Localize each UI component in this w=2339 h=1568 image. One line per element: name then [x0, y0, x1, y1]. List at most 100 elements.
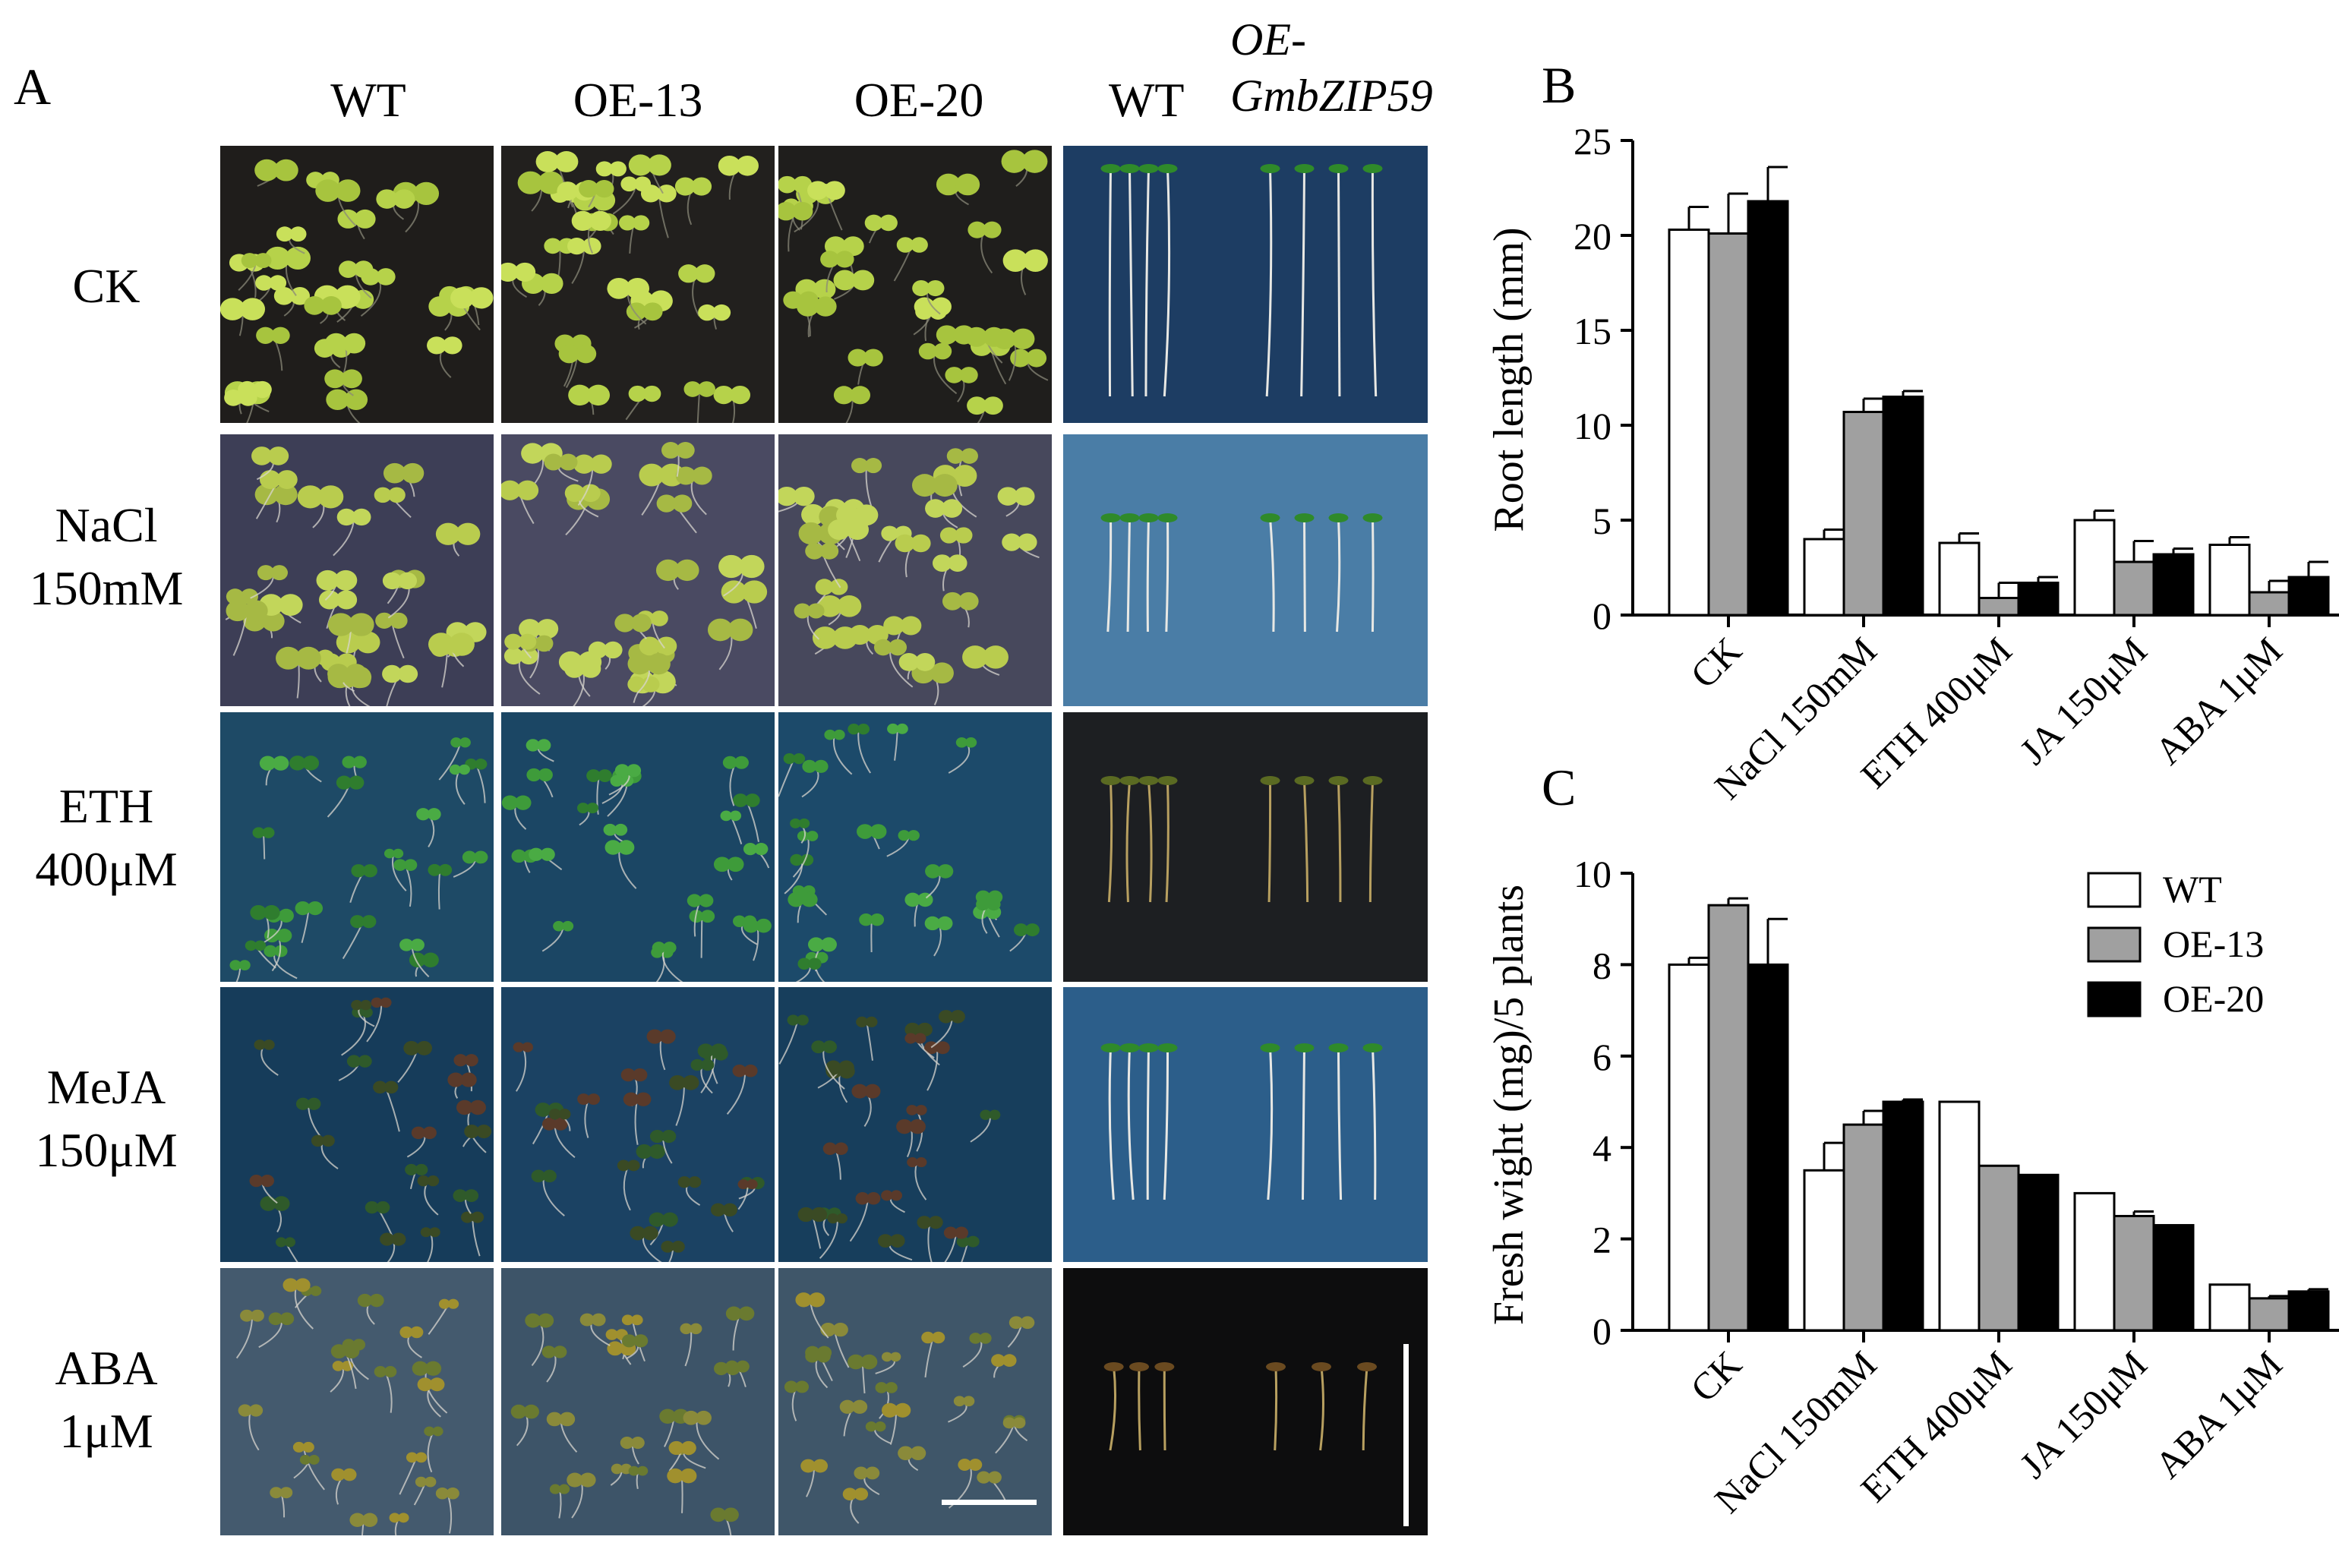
seedling-cotyledon [369, 1293, 384, 1308]
seedling-cotyledon [254, 1040, 266, 1050]
seedling-cotyledon [864, 458, 882, 474]
photo-ck-oe20 [778, 146, 1052, 423]
seedling-cotyledon [374, 487, 392, 503]
seedling-cotyledon [728, 618, 753, 642]
photo-content [510, 1306, 755, 1535]
seedling-leaf [1119, 1043, 1140, 1052]
seedling-cotyledon [661, 442, 680, 459]
seedling-cotyledon [523, 1404, 539, 1419]
seedling-cotyledon [360, 999, 372, 1011]
photo-content [1100, 164, 1383, 397]
seedling-cotyledon [278, 908, 294, 923]
seedling-cotyledon [836, 1213, 848, 1224]
seedling-stem [1144, 168, 1150, 397]
seedling-cotyledon [538, 171, 563, 194]
seedling-cotyledon [900, 616, 922, 636]
seedling-cotyledon [476, 1125, 492, 1139]
seedling-cotyledon [428, 633, 454, 656]
seedling-cotyledon [792, 201, 813, 221]
seedling-cotyledon [276, 470, 298, 489]
y-axis-label: Root length (mm) [1485, 227, 1533, 532]
seedling-cotyledon [723, 1507, 739, 1522]
seedling-leaf [1129, 1362, 1149, 1371]
seedling-cotyledon [432, 1426, 443, 1437]
seedling-cotyledon [1011, 328, 1035, 350]
seedling-cotyledon [1021, 150, 1048, 173]
seedling-cotyledon [567, 1472, 583, 1488]
seedling-cotyledon [410, 1326, 424, 1339]
seedling-stem [1125, 780, 1131, 903]
seedling-cotyledon [737, 1179, 750, 1190]
seedling-cotyledon [501, 480, 521, 500]
bar-oe-13-3 [2113, 560, 2155, 617]
seedling-cotyledon [544, 453, 563, 471]
seedling-cotyledon [707, 618, 733, 642]
seedling-cotyledon [790, 853, 803, 866]
bar-oe-13-0 [1707, 904, 1750, 1332]
seedling-leaf [1362, 513, 1383, 522]
seedling-cotyledon [295, 646, 321, 670]
photo-aba-wt [220, 1268, 494, 1535]
seedling-cotyledon [338, 260, 358, 278]
seedling-cotyledon [950, 1010, 965, 1024]
seedling-cotyledon [1013, 923, 1028, 937]
photo-nacl-seedlings [1063, 434, 1428, 706]
bar-oe-20-1 [1882, 1100, 1924, 1332]
seedling-root [849, 1198, 869, 1242]
seedling-cotyledon [342, 756, 356, 768]
y-tick-label: 5 [1592, 500, 1611, 542]
seedling-stem [1303, 780, 1309, 903]
seedling-cotyledon [249, 1404, 264, 1417]
seedling-leaf [1328, 513, 1349, 522]
seedling-cotyledon [661, 1129, 677, 1144]
seedling-cotyledon [936, 325, 958, 345]
seedling-cotyledon [795, 1380, 810, 1393]
seedling-cotyledon [839, 1399, 855, 1414]
seedling-leaf [1328, 1043, 1349, 1052]
column-header-oe-line2: GmbZIP59 [1230, 71, 1433, 121]
seedling-cotyledon [376, 1200, 390, 1214]
bar-wt-1 [1803, 1169, 1845, 1332]
seedling-cotyledon [713, 857, 731, 872]
seedling-cotyledon [503, 647, 523, 665]
seedling-cotyledon [415, 1163, 428, 1175]
seedling-cotyledon [854, 1466, 869, 1480]
seedling-cotyledon [264, 945, 277, 958]
seedling-cotyledon [1014, 487, 1035, 506]
seedling-cotyledon [738, 1306, 755, 1321]
seedling-cotyledon [295, 1097, 310, 1110]
seedling-cotyledon [350, 915, 365, 929]
seedling-cotyledon [662, 942, 677, 954]
bar-oe-20-4 [2287, 1290, 2330, 1332]
seedling-root [927, 1222, 933, 1262]
bar-wt-3 [2073, 519, 2116, 617]
seedling-cotyledon [577, 803, 589, 814]
seedling-cotyledon [783, 752, 796, 765]
seedling-cotyledon [365, 1200, 379, 1214]
photo-eth-seedlings [1063, 712, 1428, 982]
seedling-cotyledon [349, 1513, 365, 1527]
seedling-cotyledon [589, 210, 611, 231]
seedling-cotyledon [882, 1402, 898, 1418]
seedling-cotyledon [424, 1426, 435, 1437]
seedling-root [948, 742, 971, 774]
photo-content [1100, 1043, 1383, 1200]
row-label-line1: CK [72, 259, 140, 313]
seedling-cotyledon [573, 454, 595, 474]
photo-ck-seedlings [1063, 146, 1428, 423]
seedling-cotyledon [319, 590, 340, 610]
seedling-cotyledon [591, 1313, 606, 1327]
photo-content [501, 151, 759, 423]
seedling-cotyledon [393, 859, 407, 871]
seedling-cotyledon [435, 522, 461, 545]
seedling-cotyledon [736, 155, 759, 176]
seedling-cotyledon [308, 1454, 320, 1465]
seedling-cotyledon [846, 519, 870, 540]
seedling-stem [1165, 780, 1170, 903]
x-tick-label: ETH 400μM [1852, 1342, 2020, 1510]
seedling-leaf [1260, 513, 1280, 522]
seedling-root [584, 1099, 590, 1138]
seedling-cotyledon [320, 296, 342, 315]
seedling-cotyledon [677, 1176, 691, 1188]
seedling-cotyledon [241, 253, 258, 269]
